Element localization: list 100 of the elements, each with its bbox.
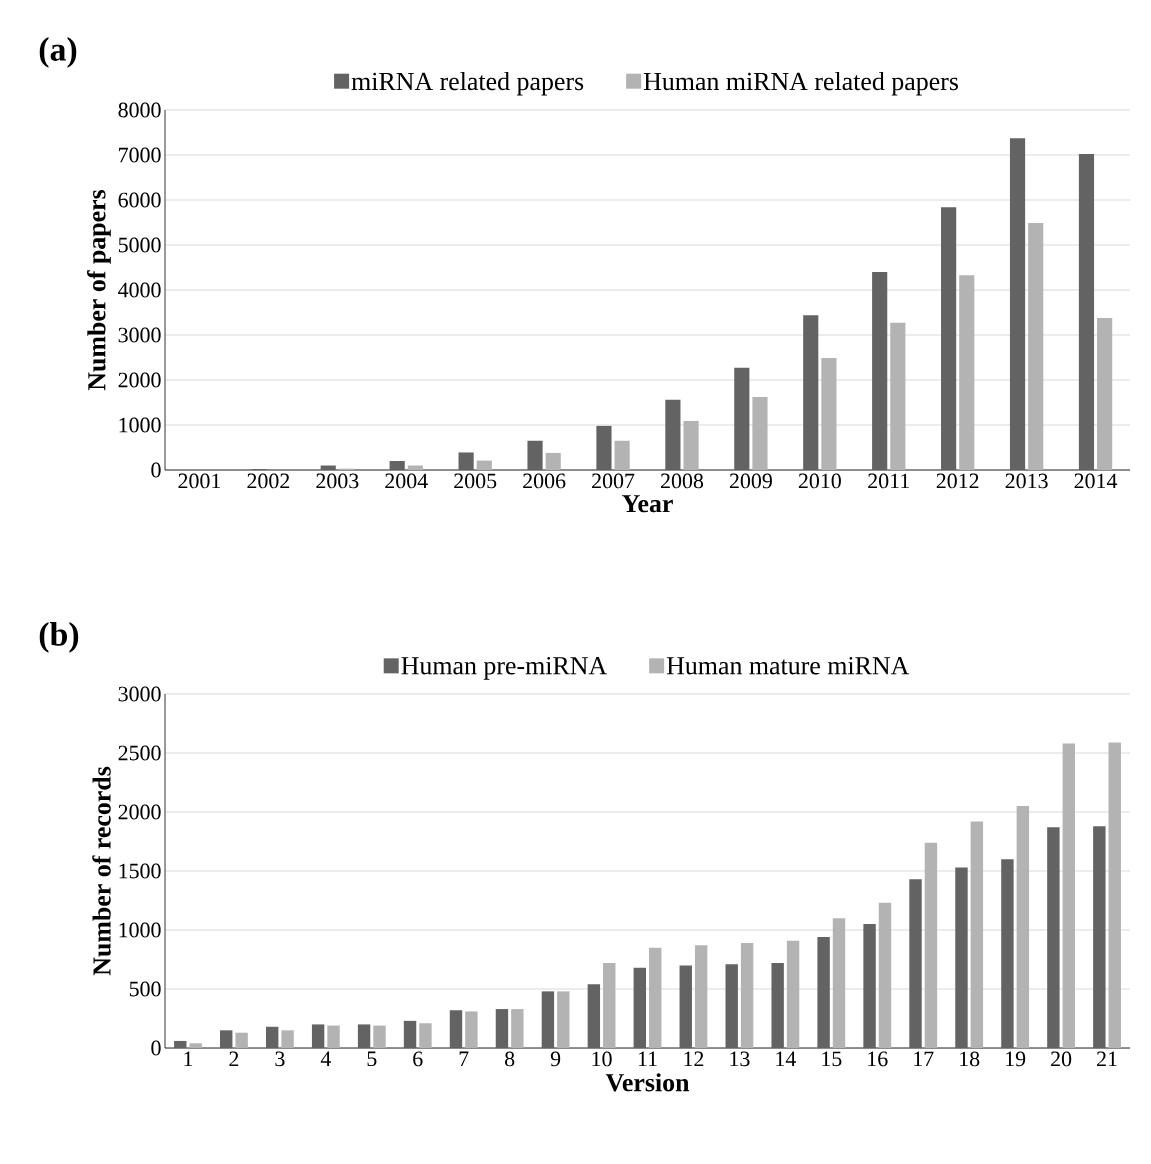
y-tick-label: 5000 [118,237,161,253]
x-tick-label: 7 [459,1051,469,1066]
bar [1047,827,1060,1049]
bar [281,1030,294,1049]
y-axis-title: Number of records [92,766,111,976]
x-tick-label: 3 [275,1051,285,1067]
bar [557,991,570,1049]
bar [373,1025,386,1049]
bar [189,1043,202,1049]
y-tick-label: 1000 [119,922,161,938]
x-tick-label: 2012 [936,473,979,489]
y-axis-title: Number of papers [87,189,111,391]
x-tick-label: 2007 [592,473,635,489]
x-axis-title: Version [605,1073,690,1092]
bar [235,1032,248,1049]
text: (a) [39,37,77,68]
bar [545,452,561,471]
bar [511,1009,524,1049]
y-tick-label: 7000 [119,147,161,163]
bar [1097,317,1113,471]
bar [311,1024,325,1049]
bar [403,1020,417,1049]
y-tick-label: 2000 [118,804,161,820]
x-tick-label: 2009 [729,473,772,489]
bar [265,1026,279,1049]
bar [1062,743,1075,1049]
x-tick-label: 2001 [178,473,221,489]
legend-label: Human pre-miRNA [401,657,607,680]
bar [419,1023,432,1049]
y-tick-label: 3000 [118,327,161,343]
y-tick-label: 6000 [118,192,161,208]
y-tick-label: 2000 [118,372,161,388]
x-tick-label: 2008 [661,473,704,489]
bar [941,207,957,471]
bar [1009,138,1026,471]
bar [389,461,405,471]
bar [878,902,892,1049]
x-tick-label: 14 [776,1051,796,1066]
bar [449,1010,463,1049]
x-tick-label: 21 [1097,1051,1117,1067]
bar [959,275,975,471]
bar [1093,826,1106,1049]
bar [327,1025,340,1049]
x-tick-label: 18 [960,1051,980,1067]
bar [174,1040,187,1049]
x-tick-label: 12 [684,1051,704,1067]
x-tick-label: 2014 [1074,473,1118,489]
x-tick-label: 15 [822,1051,842,1067]
bar [821,357,837,471]
legend-label: Human mature miRNA [666,657,910,675]
x-tick-label: 6 [413,1051,423,1067]
bar [863,924,876,1049]
x-tick-label: 16 [868,1051,888,1067]
text: (b) [39,622,79,653]
x-tick-label: 2 [229,1051,239,1067]
bar [786,940,800,1049]
x-tick-label: 13 [730,1051,750,1067]
bar [970,821,984,1049]
x-tick-label: 9 [550,1051,561,1067]
bar [1028,222,1044,471]
bar [771,963,784,1049]
legend-label: Human miRNA related papers [643,71,958,96]
bar [872,272,888,471]
bar [649,947,662,1049]
bar [803,315,819,471]
bar [955,867,968,1049]
x-axis-title: Year [622,495,673,513]
bar [665,399,681,471]
bar [752,397,768,471]
legend-label: miRNA related papers [351,71,584,96]
y-tick-label: 8000 [118,102,161,118]
bar [683,420,699,471]
x-tick-label: 19 [1006,1051,1026,1067]
x-tick-label: 2011 [868,473,909,489]
x-tick-label: 2010 [798,473,841,489]
bar [1108,742,1121,1049]
bar [909,879,922,1049]
y-tick-label: 3000 [118,686,161,702]
y-tick-label: 1000 [119,417,161,433]
x-tick-label: 4 [320,1051,331,1066]
x-tick-label: 2013 [1005,473,1048,489]
bar [541,991,555,1049]
x-tick-label: 20 [1051,1051,1072,1067]
y-tick-label: 4000 [118,282,161,298]
bar [725,964,738,1049]
x-tick-label: 5 [367,1051,377,1067]
bar [1078,154,1095,471]
bar [633,967,646,1049]
bar [679,965,692,1049]
y-tick-label: 500 [129,981,161,997]
bar [890,322,906,471]
bar [1001,859,1014,1049]
x-tick-label: 2003 [316,473,359,489]
y-tick-label: 1500 [119,863,161,879]
x-tick-label: 8 [505,1051,515,1067]
bar [1016,806,1030,1049]
x-tick-label: 17 [914,1051,934,1066]
x-tick-label: 2005 [454,473,497,489]
bar [694,945,708,1049]
x-tick-label: 2004 [385,473,428,489]
